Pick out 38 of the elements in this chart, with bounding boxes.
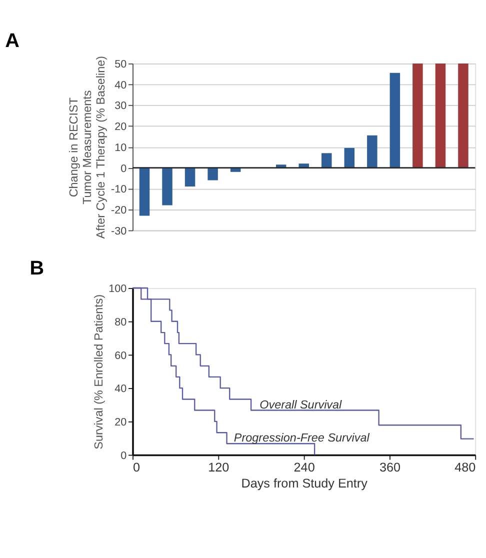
y-axis-title: Survival (% Enrolled Patients) — [92, 294, 106, 450]
bar — [435, 63, 446, 168]
y-tick-label: 0 — [120, 450, 127, 462]
y-tick-label: 0 — [120, 162, 127, 175]
bar — [208, 168, 218, 180]
y-tick-label: 40 — [114, 79, 127, 92]
y-tick-label: 40 — [114, 383, 127, 396]
y-axis-title: Change in RECIST Tumor Measurements After Cycle 1 Therapy (% Baseline) — [68, 56, 108, 239]
y-tick-label: -10 — [111, 184, 127, 196]
x-tick-label: 480 — [454, 460, 476, 474]
bar — [162, 168, 172, 206]
y-tick-label: 100 — [108, 283, 127, 296]
annotation: Overall Survival — [260, 398, 342, 412]
bar — [390, 72, 400, 168]
y-tick-label: 80 — [114, 316, 127, 328]
y-tick-label: 30 — [114, 100, 127, 112]
y-tick-label: -20 — [111, 204, 127, 216]
y-tick-label: 20 — [114, 121, 127, 134]
y-tick-label: 50 — [114, 58, 127, 71]
bar — [458, 63, 468, 168]
bar — [184, 168, 196, 187]
bar — [139, 168, 150, 216]
x-axis-title: Days from Study Entry — [241, 476, 368, 491]
x-tick-label: 120 — [208, 460, 230, 474]
x-tick-label: 360 — [379, 460, 400, 474]
bar — [344, 148, 355, 168]
bar — [412, 63, 423, 168]
x-tick-label: 240 — [294, 460, 315, 474]
y-tick-label: -30 — [111, 225, 127, 238]
bar — [367, 135, 378, 168]
chart-title: A — [5, 30, 20, 52]
y-tick-label: 10 — [114, 142, 127, 154]
y-tick-label: 20 — [114, 416, 127, 429]
annotation: Progression-Free Survival — [234, 432, 370, 445]
chart-title: B — [30, 257, 44, 280]
x-tick-label: 0 — [132, 460, 140, 474]
bar — [322, 153, 332, 168]
y-tick-label: 60 — [114, 350, 127, 362]
